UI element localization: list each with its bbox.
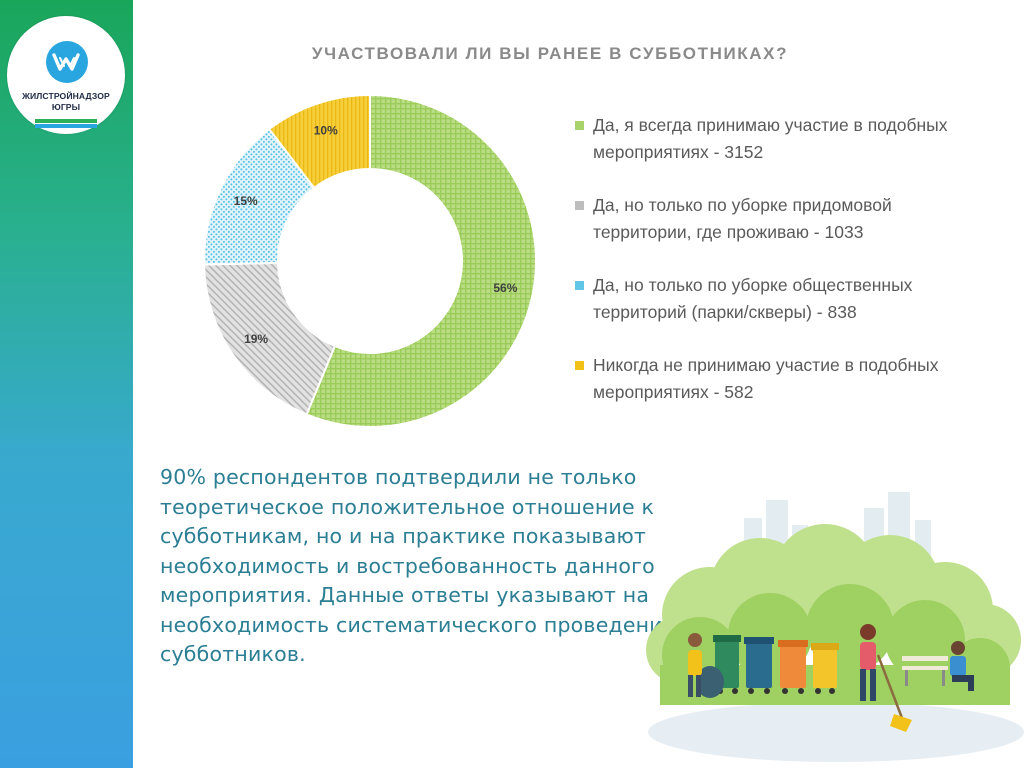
donut-slice-label-3: 15% xyxy=(234,194,258,208)
logo-text-line2: ЮГРЫ xyxy=(51,102,81,112)
legend-swatch-3 xyxy=(575,281,584,290)
summary-text: 90% респондентов подтвердили не только т… xyxy=(160,465,676,666)
legend-label-4: Никогда не принимаю участие в подобных м… xyxy=(593,355,939,402)
legend-label-3: Да, но только по уборке общественных тер… xyxy=(593,275,913,322)
logo-bar-green xyxy=(35,119,97,123)
logo-text-line1: ЖИЛСТРОЙНАДЗОР xyxy=(22,91,110,101)
legend-swatch-4 xyxy=(575,361,584,370)
donut-slice-label-2: 19% xyxy=(244,332,268,346)
logo-emblem-icon xyxy=(46,41,88,83)
legend-swatch-1 xyxy=(575,121,584,130)
cleanup-day-illustration-icon xyxy=(646,492,1024,762)
donut-slice-1 xyxy=(305,93,537,428)
legend-label-1: Да, я всегда принимаю участие в подобных… xyxy=(593,115,948,162)
donut-slice-4 xyxy=(267,93,371,190)
logo-text: ЖИЛСТРОЙНАДЗОР ЮГРЫ xyxy=(7,91,125,113)
legend-item-3: Да, но только по уборке общественных тер… xyxy=(575,272,995,326)
legend-item-4: Никогда не принимаю участие в подобных м… xyxy=(575,352,995,406)
logo-bar-blue xyxy=(35,124,97,128)
legend-item-2: Да, но только по уборке придомовой терри… xyxy=(575,192,995,246)
donut-slice-label-1: 56% xyxy=(493,281,517,295)
donut-chart: 56% 19% 15% 10% xyxy=(203,93,537,428)
donut-slice-label-4: 10% xyxy=(314,123,338,137)
legend-item-1: Да, я всегда принимаю участие в подобных… xyxy=(575,112,995,166)
donut-slice-2 xyxy=(203,261,337,416)
legend-label-2: Да, но только по уборке придомовой терри… xyxy=(593,195,892,242)
legend-swatch-2 xyxy=(575,201,584,210)
chart-legend: Да, я всегда принимаю участие в подобных… xyxy=(575,112,995,432)
logo: ЖИЛСТРОЙНАДЗОР ЮГРЫ xyxy=(7,16,125,134)
chart-title: УЧАСТВОВАЛИ ЛИ ВЫ РАНЕЕ В СУББОТНИКАХ? xyxy=(311,44,789,63)
